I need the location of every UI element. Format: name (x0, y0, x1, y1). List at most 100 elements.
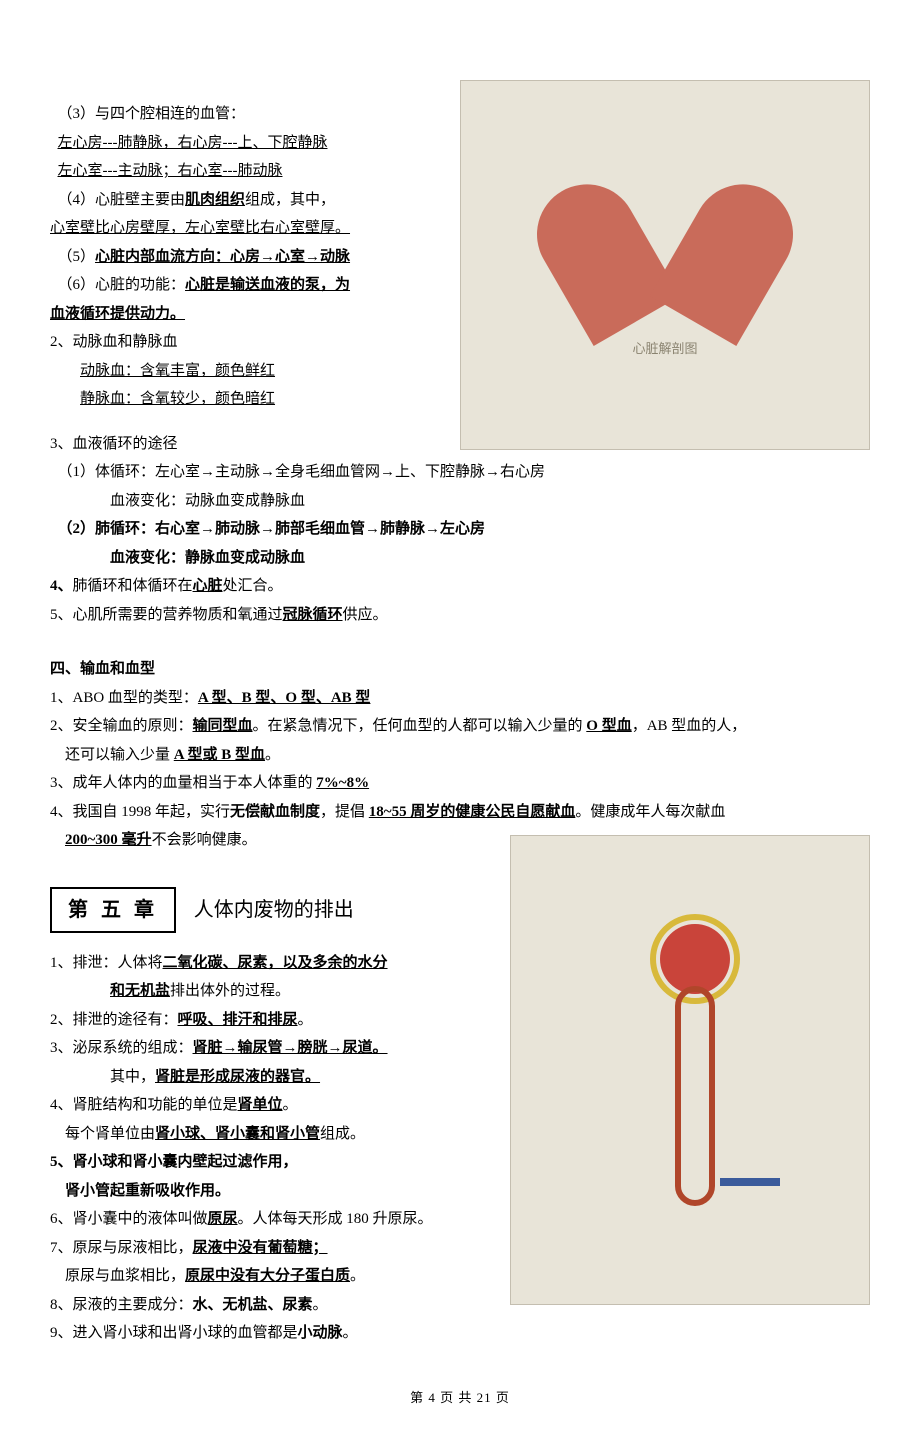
cor-b: 冠脉循环 (283, 607, 343, 623)
merge-b: 心脏 (193, 578, 223, 594)
cp-b: 尿液中没有葡萄糖； (193, 1240, 328, 1256)
pulm-label: （2） (58, 521, 96, 537)
cp-c: 原尿与血浆相比， (65, 1268, 185, 1284)
st-c: 。在紧急情况下，任何血型的人都可以输入少量的 (253, 718, 587, 734)
ar-a: 9、进入肾小球和出肾小球的血管都是 (50, 1325, 298, 1341)
primary-urine: 6、肾小囊中的液体叫做原尿。人体每天形成 180 升原尿。 (50, 1205, 870, 1234)
flow-b: 心脏内部血流方向：心房→心室→动脉 (95, 249, 350, 265)
er-a: 2、排泄的途径有： (50, 1012, 178, 1028)
dn-a: 4、我国自 1998 年起，实行 (50, 804, 230, 820)
np-b: 肾单位 (238, 1097, 283, 1113)
section-4-title: 四、输血和血型 (50, 655, 870, 684)
cp-e: 。 (350, 1268, 365, 1284)
er-c: 。 (298, 1012, 313, 1028)
wall-b: 肌肉组织 (185, 192, 245, 208)
cp-a: 7、原尿与尿液相比， (50, 1240, 193, 1256)
dn-b: 无偿献血制度 (230, 804, 320, 820)
ar-b: 小动脉 (298, 1325, 343, 1341)
wall-c: 组成，其中， (245, 192, 335, 208)
uc-b: 水、无机盐、尿素 (193, 1297, 313, 1313)
merge-a: 肺循环和体循环在 (73, 578, 193, 594)
blood-volume: 3、成年人体内的血量相当于本人体重的 7%~8% (50, 769, 870, 798)
dn-c: ，提倡 (320, 804, 369, 820)
excretion-def-1: 1、排泄：人体将二氧化碳、尿素，以及多余的水分 (50, 949, 870, 978)
us-a: 3、泌尿系统的组成： (50, 1040, 193, 1056)
nephron-1: 4、肾脏结构和功能的单位是肾单位。 (50, 1091, 870, 1120)
flow-line: （5）心脏内部血流方向：心房→心室→动脉 (50, 243, 870, 272)
merge-c: 处汇合。 (223, 578, 283, 594)
pulm-text: 肺循环：右心室→肺动脉→肺部毛细血管→肺静脉→左心房 (95, 521, 485, 537)
wall-line2: 心室壁比心房壁厚，左心室壁比右心室壁厚。 (50, 214, 870, 243)
abo-types: 1、ABO 血型的类型：A 型、B 型、O 型、AB 型 (50, 684, 870, 713)
st-f: 还可以输入少量 (65, 747, 174, 763)
us-d: 肾脏是形成尿液的器官。 (155, 1069, 320, 1085)
pulmonary-route: （2）肺循环：右心室→肺动脉→肺部毛细血管→肺静脉→左心房 (50, 515, 870, 544)
us-c: 其中， (110, 1069, 155, 1085)
circulation-head: 3、血液循环的途径 (50, 430, 870, 459)
page: 心脏解剖图 （3）与四个腔相连的血管： 左心房---肺静脉，右心房---上、下腔… (50, 100, 870, 1410)
st-e: ，AB 型血的人， (632, 718, 747, 734)
nephron-2: 每个肾单位由肾小球、肾小囊和肾小管组成。 (50, 1120, 870, 1149)
donation-2: 200~300 毫升不会影响健康。 (50, 826, 870, 855)
wall-a: （4）心脏壁主要由 (58, 192, 186, 208)
systemic-route: （1）体循环：左心室→主动脉→全身毛细血管网→上、下腔静脉→右心房 (50, 458, 870, 487)
text-body: （3）与四个腔相连的血管： 左心房---肺静脉，右心房---上、下腔静脉 左心室… (50, 100, 870, 1348)
filter-1: 5、肾小球和肾小囊内壁起过滤作用， (50, 1148, 870, 1177)
venous-blood: 静脉血：含氧较少，颜色暗红 (50, 385, 870, 414)
st-d: O 型血 (586, 718, 631, 734)
bv-a: 3、成年人体内的血量相当于本人体重的 (50, 775, 316, 791)
pu-b: 原尿 (208, 1211, 238, 1227)
dn-d: 18~55 周岁的健康公民自愿献血 (369, 804, 576, 820)
safe-transfusion-1: 2、安全输血的原则：输同型血。在紧急情况下，任何血型的人都可以输入少量的 O 型… (50, 712, 870, 741)
dn-e: 。健康成年人每次献血 (575, 804, 725, 820)
np-f: 组成。 (320, 1126, 365, 1142)
np-a: 4、肾脏结构和功能的单位是 (50, 1097, 238, 1113)
pulmonary-change: 血液变化：静脉血变成动脉血 (50, 544, 870, 573)
abo-b: A 型、B 型、O 型、AB 型 (198, 690, 371, 706)
chapter-5-heading: 第 五 章 人体内废物的排出 (50, 887, 870, 933)
safe-transfusion-2: 还可以输入少量 A 型或 B 型血。 (50, 741, 870, 770)
arterioles: 9、进入肾小球和出肾小球的血管都是小动脉。 (50, 1319, 870, 1348)
st-g: A 型或 B 型血 (174, 747, 265, 763)
urine-composition: 8、尿液的主要成分：水、无机盐、尿素。 (50, 1291, 870, 1320)
func-line: （6）心脏的功能：心脏是输送血液的泵，为 (50, 271, 870, 300)
filter-2: 肾小管起重新吸收作用。 (50, 1177, 870, 1206)
merge-line: 4、肺循环和体循环在心脏处汇合。 (50, 572, 870, 601)
chapter-5-subtitle: 人体内废物的排出 (194, 891, 354, 929)
compare-2: 原尿与血浆相比，原尿中没有大分子蛋白质。 (50, 1262, 870, 1291)
func-a: （6）心脏的功能： (58, 277, 186, 293)
merge-label: 4、 (50, 578, 73, 594)
excretion-def-2: 和无机盐排出体外的过程。 (50, 977, 870, 1006)
blood-types-head: 2、动脉血和静脉血 (50, 328, 870, 357)
cp-d: 原尿中没有大分子蛋白质 (185, 1268, 350, 1284)
func-line2: 血液循环提供动力。 (50, 300, 870, 329)
np-d: 每个肾单位由 (65, 1126, 155, 1142)
vessel-line1: 左心房---肺静脉，右心房---上、下腔静脉 (50, 129, 870, 158)
bv-b: 7%~8% (316, 775, 369, 791)
coronary-line: 5、心肌所需要的营养物质和氧通过冠脉循环供应。 (50, 601, 870, 630)
cor-a: 5、心肌所需要的营养物质和氧通过 (50, 607, 283, 623)
arterial-blood: 动脉血：含氧丰富，颜色鲜红 (50, 357, 870, 386)
np-e: 肾小球、肾小囊和肾小管 (155, 1126, 320, 1142)
pu-a: 6、肾小囊中的液体叫做 (50, 1211, 208, 1227)
systemic-change: 血液变化：动脉血变成静脉血 (50, 487, 870, 516)
cor-c: 供应。 (343, 607, 388, 623)
page-number: 第 4 页 共 21 页 (50, 1386, 870, 1411)
uc-c: 。 (313, 1297, 328, 1313)
donation-1: 4、我国自 1998 年起，实行无偿献血制度，提倡 18~55 周岁的健康公民自… (50, 798, 870, 827)
uc-a: 8、尿液的主要成分： (50, 1297, 193, 1313)
ex-c: 和无机盐 (110, 983, 170, 999)
ex-a: 1、排泄：人体将 (50, 955, 163, 971)
abo-a: 1、ABO 血型的类型： (50, 690, 198, 706)
vessel-intro: （3）与四个腔相连的血管： (50, 100, 870, 129)
urinary-system-2: 其中，肾脏是形成尿液的器官。 (50, 1063, 870, 1092)
ex-d: 排出体外的过程。 (170, 983, 290, 999)
chapter-5-box: 第 五 章 (50, 887, 176, 933)
er-b: 呼吸、排汗和排尿 (178, 1012, 298, 1028)
urinary-system-1: 3、泌尿系统的组成：肾脏→输尿管→膀胱→尿道。 (50, 1034, 870, 1063)
pu-c: 。人体每天形成 180 升原尿。 (238, 1211, 433, 1227)
func-b: 心脏是输送血液的泵，为 (185, 277, 350, 293)
us-b: 肾脏→输尿管→膀胱→尿道。 (193, 1040, 388, 1056)
wall-line: （4）心脏壁主要由肌肉组织组成，其中， (50, 186, 870, 215)
flow-a: （5） (58, 249, 96, 265)
